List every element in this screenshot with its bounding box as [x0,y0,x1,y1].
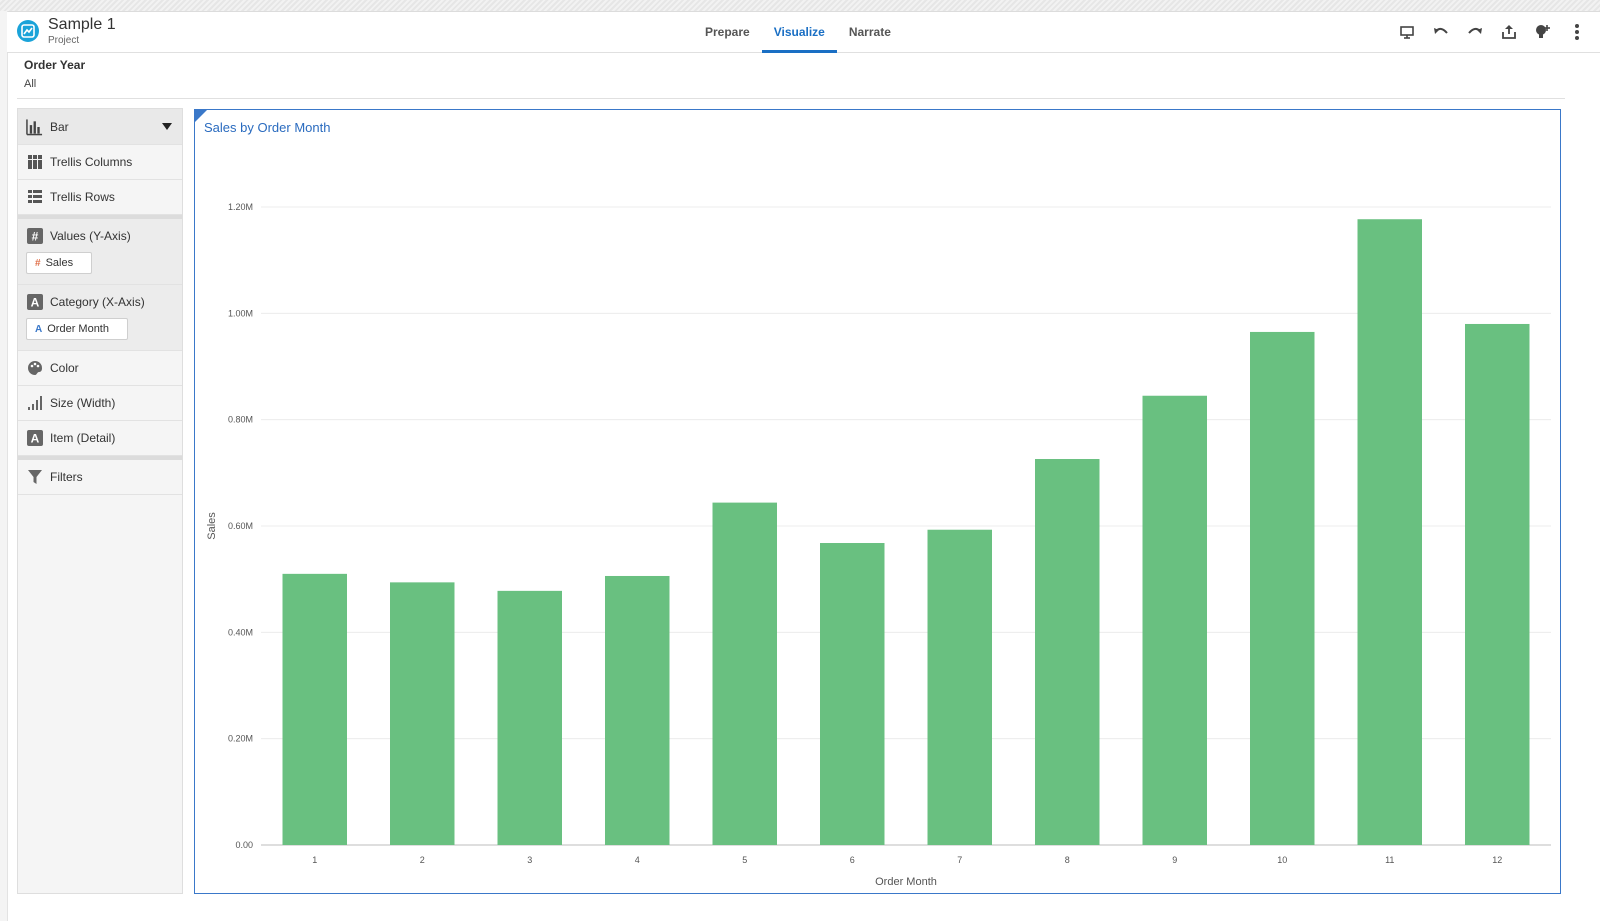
x-axis-title: Order Month [875,876,937,888]
svg-text:#: # [31,229,38,243]
trellis-columns-icon [26,154,43,171]
project-header: Sample 1 Project Prepare Visualize Narra… [7,12,1600,53]
trellis-rows-label: Trellis Rows [50,190,115,204]
bar-month-9[interactable] [1142,395,1208,845]
item-label: Item (Detail) [50,431,116,445]
bar-month-12[interactable] [1465,323,1530,845]
project-subtitle: Project [48,35,80,46]
bar-chart-icon [26,118,43,135]
y-tick-label: 1.00M [228,308,253,318]
filter-value[interactable]: All [24,78,37,90]
x-tick-label: 9 [1172,855,1177,865]
x-tick-label: 4 [635,855,640,865]
tab-narrate[interactable]: Narrate [848,25,891,39]
x-tick-label: 3 [527,855,532,865]
bar-month-5[interactable] [712,502,778,845]
grammar-panel: Bar Trellis Columns Trellis Rows # Value… [17,108,183,894]
chevron-down-icon [162,123,172,130]
window-top-strip [0,0,1600,12]
trellis-columns-drop[interactable]: Trellis Columns [18,145,182,180]
y-tick-label: 0.60M [228,521,253,531]
color-label: Color [50,361,79,375]
x-tick-label: 2 [420,855,425,865]
viz-type-label: Bar [50,119,69,134]
x-tick-label: 10 [1277,855,1287,865]
bar-month-8[interactable] [1035,459,1100,845]
filter-divider [17,98,1565,99]
bar-month-10[interactable] [1250,331,1315,845]
toolbar [1396,21,1588,43]
palette-icon [26,360,43,377]
trellis-columns-label: Trellis Columns [50,155,133,169]
selection-corner-marker [195,110,207,122]
bar-month-11[interactable] [1357,219,1423,845]
viz-type-dropdown[interactable]: Bar [18,109,182,145]
sales-pill[interactable]: # Sales [26,252,93,274]
x-tick-label: 6 [850,855,855,865]
hash-icon: # [26,227,43,244]
chart-title: Sales by Order Month [204,120,331,135]
present-icon[interactable] [1396,21,1418,43]
svg-text:A: A [30,432,39,446]
bar-month-1[interactable] [282,573,348,845]
order-month-pill-label: Order Month [47,323,109,335]
panel-separator [18,456,182,460]
values-y-axis-drop[interactable]: # Values (Y-Axis) # Sales [18,219,182,285]
y-tick-label: 0.00 [235,840,253,850]
size-label: Size (Width) [50,396,116,410]
bar-month-6[interactable] [820,543,885,845]
x-tick-label: 1 [312,855,317,865]
bar-month-3[interactable] [497,590,563,845]
left-edge-rail [0,11,8,921]
y-tick-label: 0.20M [228,734,253,744]
x-tick-label: 5 [742,855,747,865]
share-icon[interactable] [1498,21,1520,43]
y-tick-label: 0.80M [228,415,253,425]
x-tick-label: 8 [1065,855,1070,865]
x-tick-label: 7 [957,855,962,865]
visualization-canvas[interactable]: Sales by Order Month 0.00 0.20M 0.40M 0.60M… [194,109,1561,894]
svg-text:A: A [30,295,39,309]
bar-month-2[interactable] [390,582,455,845]
measure-hash-icon: # [35,257,41,269]
x-tick-label: 12 [1492,855,1502,865]
mode-tabs: Prepare Visualize Narrate [693,12,903,53]
sales-pill-label: Sales [45,257,74,269]
attribute-a-icon: A [26,293,43,310]
project-logo-icon[interactable] [17,20,39,42]
filter-bar[interactable]: Order Year All [24,58,85,90]
order-month-pill[interactable]: A Order Month [26,318,128,340]
item-detail-drop[interactable]: A Item (Detail) [18,421,182,456]
project-title: Sample 1 [48,16,116,33]
filters-label: Filters [50,470,83,484]
category-label: Category (X-Axis) [50,294,145,309]
undo-icon[interactable] [1430,21,1452,43]
panel-separator [18,215,182,219]
funnel-icon [26,469,43,486]
color-drop[interactable]: Color [18,351,182,386]
trellis-rows-drop[interactable]: Trellis Rows [18,180,182,215]
redo-icon[interactable] [1464,21,1486,43]
tab-visualize[interactable]: Visualize [761,12,837,53]
add-insight-icon[interactable] [1532,21,1554,43]
filters-drop[interactable]: Filters [18,460,182,495]
filter-label: Order Year [24,58,86,72]
y-tick-label: 0.40M [228,627,253,637]
size-drop[interactable]: Size (Width) [18,386,182,421]
size-icon [26,395,43,412]
bar-month-7[interactable] [927,529,993,845]
bar-month-4[interactable] [605,575,670,845]
tab-prepare[interactable]: Prepare [705,25,750,39]
y-axis-title: Sales [206,512,218,540]
y-tick-label: 1.20M [228,202,253,212]
item-a-icon: A [26,430,43,447]
values-label: Values (Y-Axis) [50,228,131,243]
attribute-small-icon: A [35,323,43,335]
trellis-rows-icon [26,189,43,206]
x-tick-label: 11 [1385,855,1394,865]
category-x-axis-drop[interactable]: A Category (X-Axis) A Order Month [18,285,182,351]
more-icon[interactable] [1566,21,1588,43]
